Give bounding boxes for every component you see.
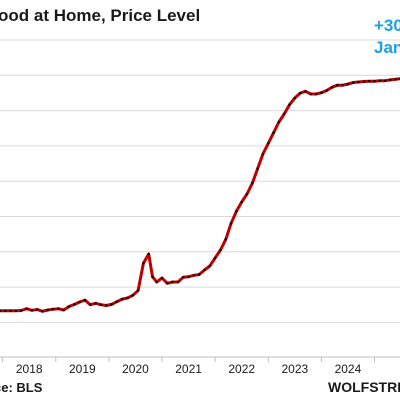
grid — [0, 39, 400, 323]
data-point — [235, 210, 238, 213]
data-point — [229, 222, 233, 225]
data-point — [9, 309, 12, 313]
data-point — [341, 83, 344, 87]
data-point — [325, 89, 329, 92]
x-tick-label: 2024 — [335, 362, 362, 376]
data-point — [362, 80, 366, 83]
data-point — [330, 86, 334, 89]
data-point — [83, 298, 87, 302]
data-point — [142, 262, 145, 265]
data-point — [203, 268, 206, 272]
series-line — [0, 77, 400, 313]
chart-title: ood at Home, Price Level — [0, 6, 201, 25]
data-point — [171, 280, 174, 284]
data-point — [67, 305, 71, 308]
date-annotation: Jan — [374, 38, 400, 57]
data-point — [4, 309, 7, 313]
data-point — [51, 307, 55, 311]
data-point — [131, 294, 135, 297]
data-point — [151, 275, 154, 279]
x-tick-label: 2020 — [122, 362, 149, 376]
data-point — [155, 280, 158, 284]
data-point — [352, 81, 355, 84]
data-point — [245, 192, 249, 196]
data-point — [282, 112, 286, 116]
data-point — [272, 131, 275, 134]
data-point — [104, 304, 108, 307]
data-point — [35, 308, 39, 311]
data-point — [120, 297, 124, 301]
x-tick-label: 2021 — [175, 362, 202, 376]
data-point — [378, 79, 382, 82]
data-point — [389, 78, 392, 82]
x-tick-label: 2019 — [69, 362, 96, 376]
data-point — [0, 309, 2, 313]
data-point — [46, 308, 50, 312]
data-point — [320, 91, 323, 94]
data-point — [213, 256, 217, 260]
data-point — [219, 248, 222, 252]
data-point — [251, 182, 254, 185]
data-point — [62, 308, 65, 312]
data-point — [394, 78, 398, 81]
data-point — [147, 252, 150, 256]
data-point — [208, 264, 212, 268]
data-point — [277, 120, 281, 124]
data-point — [367, 79, 371, 83]
data-point — [136, 289, 140, 292]
data-point — [19, 309, 23, 312]
data-point — [288, 103, 291, 106]
series-line-path — [0, 77, 400, 313]
data-point — [187, 275, 190, 279]
data-point — [110, 303, 113, 306]
series-markers — [0, 77, 400, 313]
data-point — [94, 302, 97, 305]
change-annotation: +30 — [374, 16, 400, 35]
data-point — [309, 92, 313, 96]
data-point — [115, 300, 119, 304]
data-point — [30, 309, 34, 312]
brand-label: WOLFSTREE — [328, 379, 400, 395]
data-point — [89, 303, 92, 307]
data-point — [224, 238, 228, 241]
data-point — [192, 274, 196, 277]
data-point — [166, 282, 169, 285]
data-point — [14, 309, 18, 313]
data-point — [336, 83, 339, 87]
x-tick-label: 2018 — [16, 362, 43, 376]
data-point — [99, 303, 103, 307]
data-point — [304, 90, 307, 93]
data-point — [182, 275, 185, 279]
data-point — [240, 200, 243, 204]
data-point — [373, 79, 376, 83]
data-point — [197, 273, 201, 276]
data-point — [25, 307, 28, 311]
data-point — [293, 96, 297, 100]
data-point — [267, 142, 270, 145]
data-point — [73, 303, 76, 306]
data-point — [383, 79, 387, 82]
data-point — [357, 80, 360, 84]
data-point — [314, 92, 318, 96]
data-point — [298, 91, 302, 95]
data-point — [126, 296, 129, 300]
data-point — [160, 276, 164, 280]
data-point — [261, 152, 265, 156]
data-point — [41, 310, 44, 313]
x-tick-label: 2022 — [228, 362, 255, 376]
data-point — [176, 280, 180, 284]
data-point — [346, 82, 350, 86]
x-axis: 2018 2019 2020 2021 2022 2023 2024 — [0, 356, 400, 376]
data-point — [78, 300, 81, 304]
x-tick-label: 2023 — [281, 362, 308, 376]
data-point — [256, 167, 259, 170]
data-point — [57, 307, 60, 311]
source-label: ce: BLS — [0, 380, 43, 395]
